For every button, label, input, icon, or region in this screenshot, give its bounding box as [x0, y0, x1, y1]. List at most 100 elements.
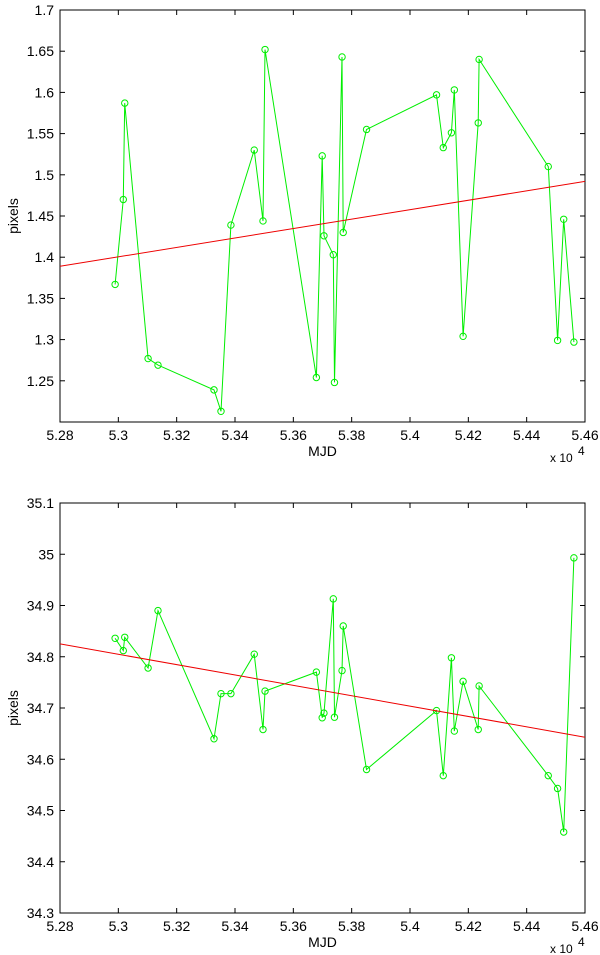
data-point [570, 338, 578, 346]
data-point [312, 373, 321, 382]
data-point [318, 714, 326, 722]
data-point [119, 195, 127, 204]
data-point [261, 687, 269, 695]
data-point [154, 606, 162, 615]
data-point [338, 666, 346, 675]
data-point [475, 55, 483, 64]
x-exponent-power: 4 [578, 935, 585, 949]
y-axis-label: pixels [5, 690, 21, 726]
data-point [329, 251, 337, 259]
data-point [450, 86, 459, 94]
data-point [312, 668, 321, 676]
y-tick-label: 34.9 [27, 598, 54, 614]
y-tick-label: 35.1 [27, 495, 54, 511]
data-point [154, 361, 162, 369]
y-tick-label: 34.8 [27, 649, 54, 665]
y-tick-label: 1.55 [27, 126, 54, 142]
data-point [553, 784, 562, 793]
y-tick-label: 34.4 [27, 854, 54, 870]
x-tick-label: 5.36 [280, 918, 307, 934]
x-tick-label: 5.46 [571, 427, 598, 443]
y-tick-label: 1.3 [35, 332, 55, 348]
data-point [259, 217, 267, 225]
x-tick-label: 5.38 [338, 427, 365, 443]
y-tick-label: 1.7 [35, 2, 55, 18]
y-tick-label: 1.65 [27, 43, 54, 59]
x-axis-label: MJD [308, 934, 337, 950]
data-point [560, 828, 568, 836]
data-point [339, 228, 347, 237]
data-point [439, 771, 447, 780]
y-tick-label: 34.7 [27, 700, 54, 716]
plot-frame [59, 9, 586, 423]
x-tick-label: 5.44 [513, 918, 540, 934]
x-tick-label: 5.46 [571, 918, 598, 934]
y-tick-label: 1.6 [35, 84, 55, 100]
data-point [320, 709, 328, 717]
x-tick-label: 5.3 [109, 918, 129, 934]
data-point [210, 386, 218, 394]
data-point [144, 664, 152, 672]
x-exponent-power: 4 [578, 444, 585, 458]
data-point [111, 280, 119, 289]
plot-area [60, 554, 585, 836]
data-point [119, 646, 127, 655]
data-point [338, 53, 346, 61]
x-tick-label: 5.4 [400, 918, 420, 934]
y-axis-label: pixels [5, 198, 21, 234]
y-tick-label: 35 [38, 546, 54, 562]
data-point [474, 119, 482, 127]
data-point [111, 634, 119, 642]
data-point [544, 162, 552, 171]
plot-frame [59, 502, 586, 914]
data-point [320, 232, 328, 240]
x-tick-label: 5.42 [455, 918, 482, 934]
data-point [570, 554, 578, 562]
data-point [227, 221, 235, 229]
data-point [261, 45, 269, 54]
data-point [459, 332, 467, 341]
data-point [318, 152, 326, 160]
data-point [439, 143, 447, 152]
data-point [474, 725, 482, 734]
data-point [329, 595, 337, 603]
chart-panel-2: 5.28 5.3 5.32 5.34 5.36 5.38 5.4 5.42 5.44 5.46 34… [5, 495, 599, 955]
y-tick-label: 1.25 [27, 373, 54, 389]
data-point [121, 99, 129, 107]
data-point [339, 622, 347, 630]
data-point [362, 765, 371, 774]
data-point [227, 689, 235, 698]
x-tick-label: 5.32 [163, 918, 190, 934]
x-tick-label: 5.32 [163, 427, 190, 443]
trend-line [60, 643, 585, 738]
data-series-line [114, 557, 575, 833]
x-tick-label: 5.34 [221, 427, 248, 443]
x-tick-label: 5.44 [513, 427, 540, 443]
y-tick-label: 1.35 [27, 290, 54, 306]
data-series-line [114, 49, 575, 412]
x-tick-label: 5.3 [109, 427, 129, 443]
plot-area [60, 45, 585, 415]
data-point [217, 407, 225, 415]
data-point [459, 677, 467, 686]
y-tick-label: 1.45 [27, 208, 54, 224]
y-tick-label: 1.4 [35, 249, 55, 265]
data-point [475, 682, 483, 690]
chart-panel-1: 5.28 5.3 5.32 5.34 5.36 5.38 5.4 5.42 5.44 5.46 1.… [5, 2, 599, 465]
x-tick-label: 5.34 [221, 918, 248, 934]
data-point [259, 725, 267, 734]
x-axis-label: MJD [308, 443, 337, 459]
x-tick-label: 5.28 [46, 427, 73, 443]
data-point [432, 91, 441, 99]
data-point [217, 689, 225, 698]
x-tick-label: 5.38 [338, 918, 365, 934]
trend-line [60, 180, 585, 267]
y-tick-label: 1.5 [35, 167, 55, 183]
x-tick-label: 5.4 [400, 427, 420, 443]
data-point [362, 125, 371, 134]
data-point [553, 336, 562, 345]
data-point [210, 735, 218, 743]
x-tick-label: 5.28 [46, 918, 73, 934]
y-tick-label: 34.3 [27, 905, 54, 921]
